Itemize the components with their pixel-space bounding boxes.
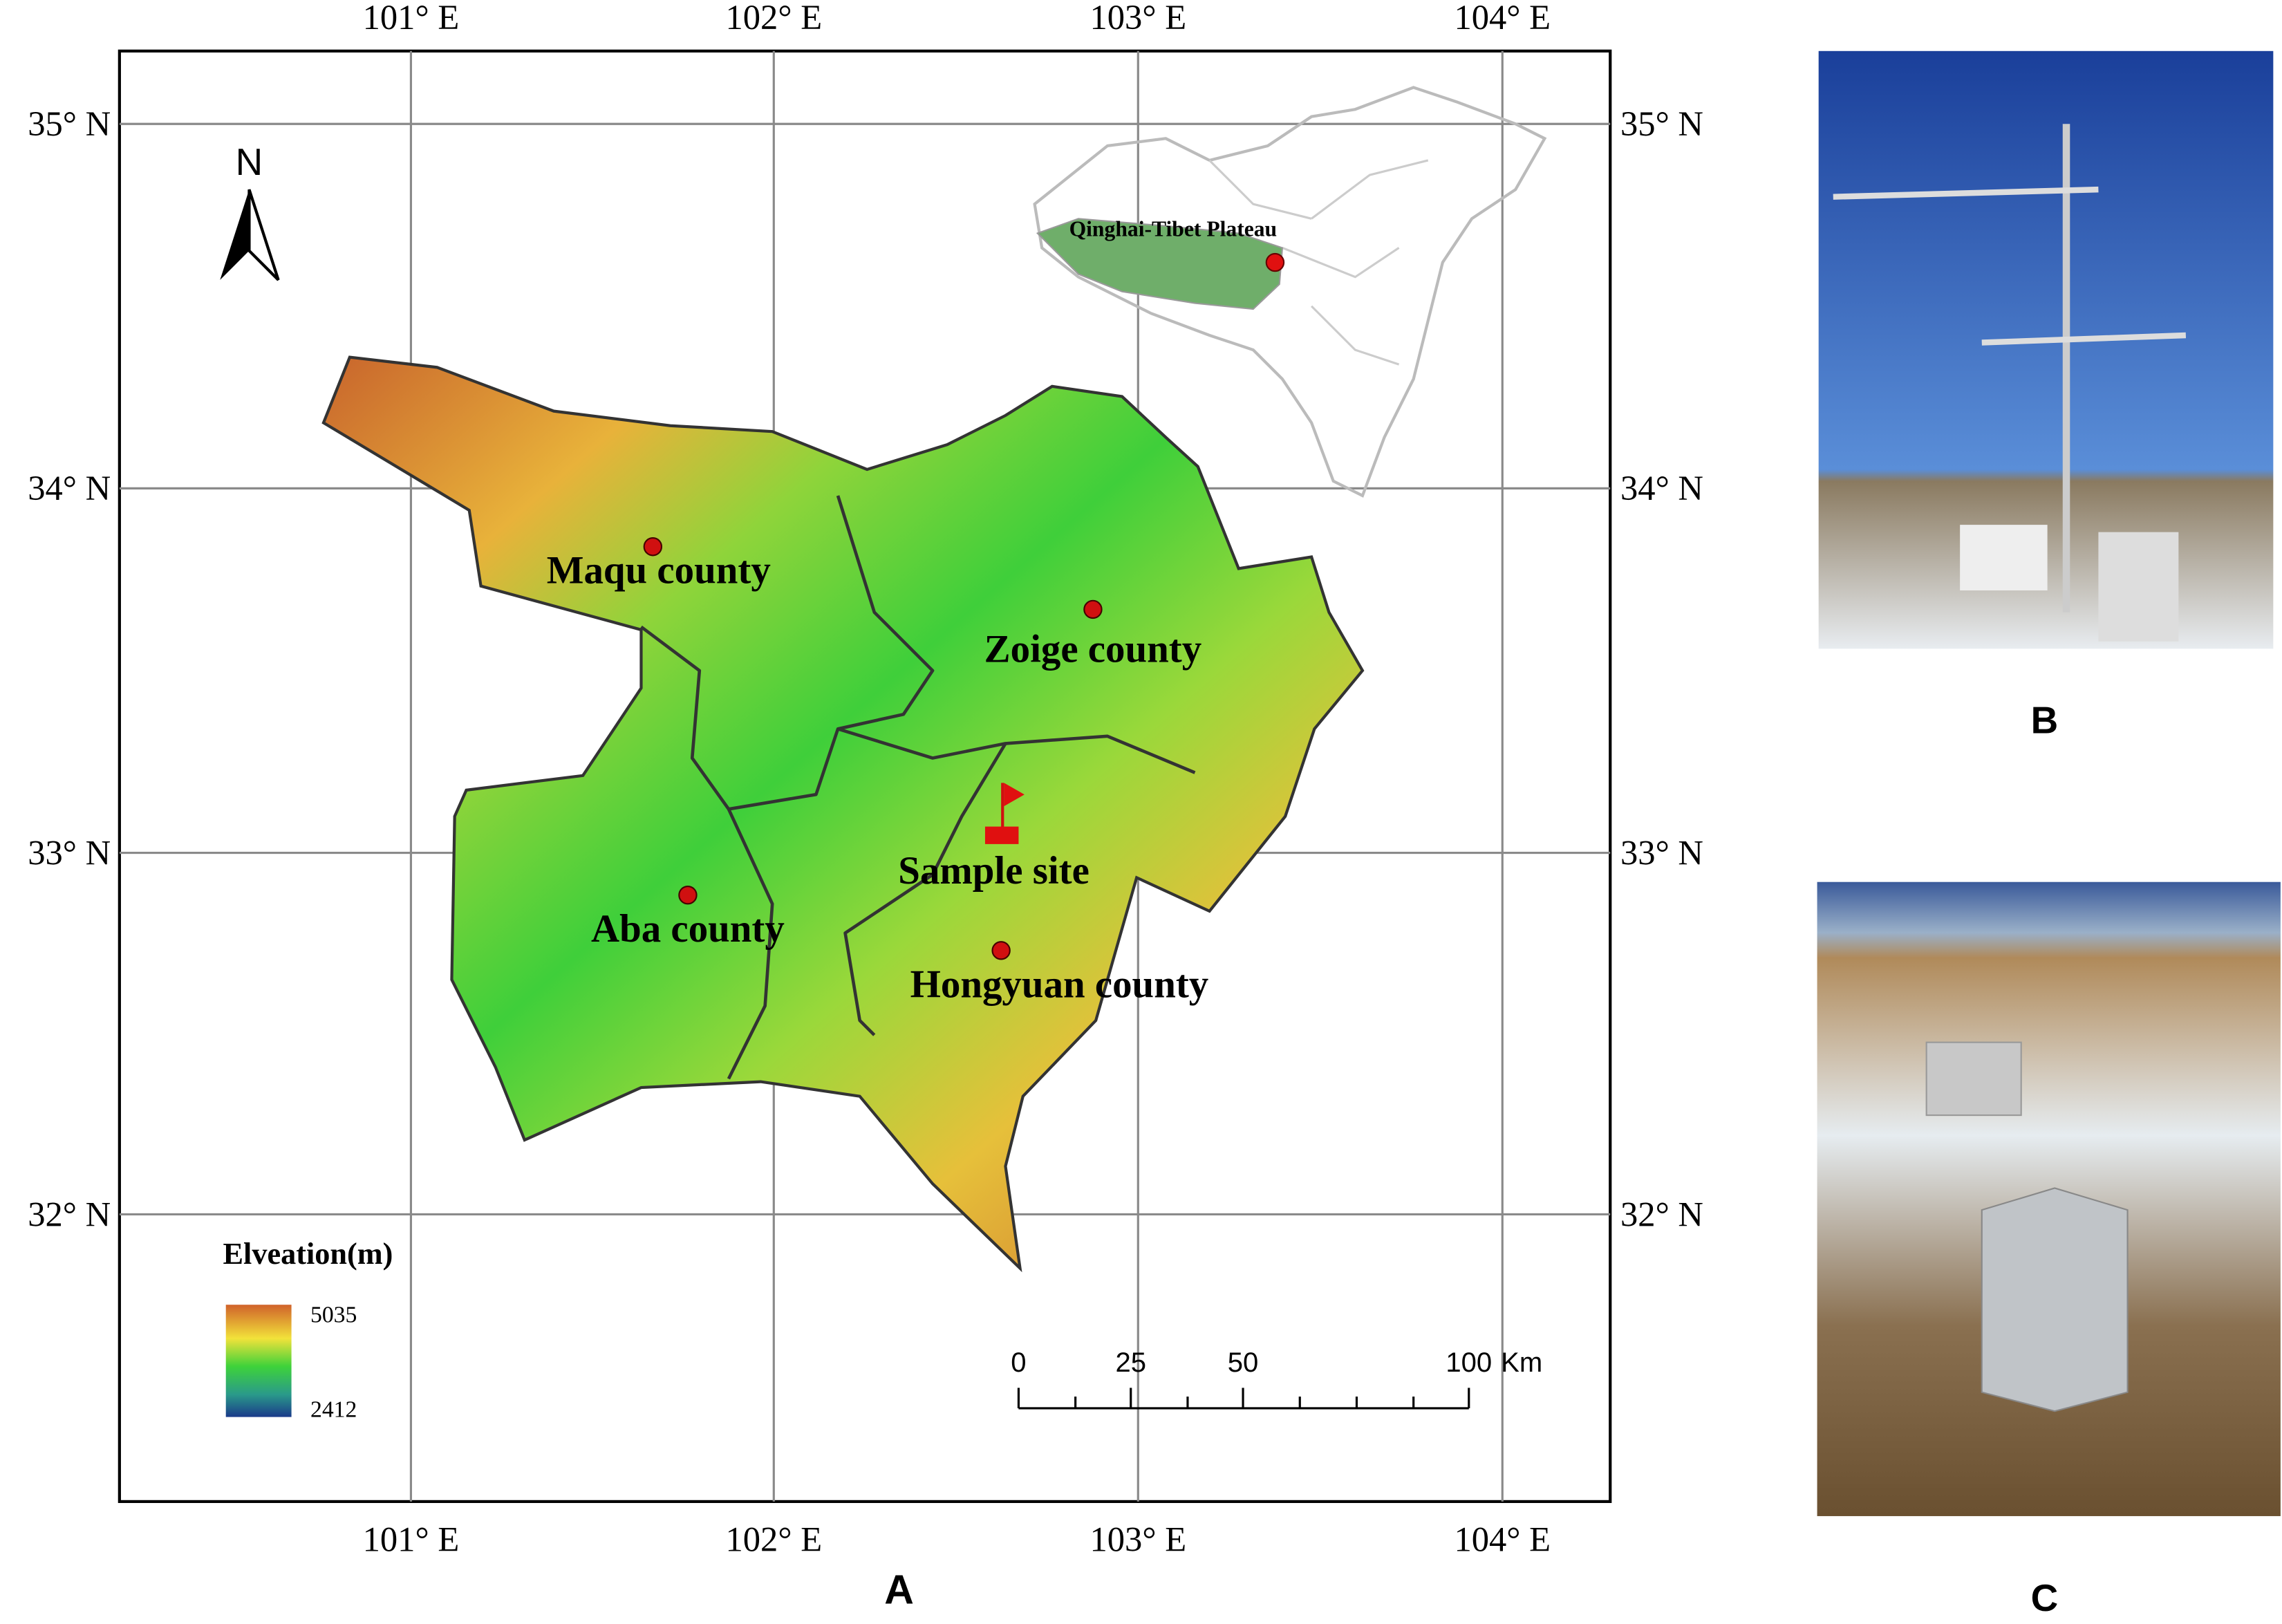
county-boundary [843, 743, 1007, 1036]
coordinate-labels: 101° E 102° E 103° E 104° E 101° E 102° … [28, 0, 1703, 1559]
lat-label: 34° N [28, 469, 111, 507]
province-lines [1208, 159, 1429, 366]
legend-min: 2412 [310, 1397, 357, 1423]
box [1960, 525, 2048, 590]
lon-label: 101° E [363, 1520, 460, 1559]
lon-label: 104° E [1454, 0, 1551, 37]
sample-site-label: Sample site [898, 849, 1089, 893]
scale-label: 100 [1446, 1347, 1492, 1378]
places: Maqu county Zoige county Aba county Hong… [547, 537, 1209, 1006]
lon-label: 103° E [1089, 1520, 1186, 1559]
panel-label: A [884, 1567, 914, 1612]
country-outline [1033, 86, 1547, 498]
scale-label: 25 [1115, 1347, 1146, 1378]
place-label: Aba county [591, 907, 785, 951]
lon-label: 102° E [725, 1520, 822, 1559]
lat-label: 32° N [1620, 1195, 1703, 1233]
lon-label: 104° E [1454, 1520, 1551, 1559]
lat-label: 34° N [1620, 469, 1703, 507]
panel-label: C [2031, 1576, 2059, 1619]
arrow-half [247, 189, 280, 281]
legend-title: Elveation(m) [223, 1237, 393, 1271]
legend-max: 5035 [310, 1303, 357, 1328]
place-dot [678, 885, 698, 905]
lat-label: 32° N [28, 1195, 111, 1233]
scale-label: 50 [1228, 1347, 1259, 1378]
place-dot [643, 537, 663, 557]
box [1981, 1187, 2129, 1412]
boom [1833, 186, 2099, 200]
lat-label: 35° N [1620, 104, 1703, 143]
place-label: Zoige county [984, 627, 1202, 671]
legend: Elveation(m) 5035 2412 [223, 1237, 393, 1422]
place-label: Hongyuan county [910, 962, 1209, 1006]
lat-label: 33° N [1620, 833, 1703, 872]
lon-label: 101° E [363, 0, 460, 37]
box [2098, 532, 2179, 642]
photo-b [1818, 50, 2274, 649]
sample-flag [984, 783, 1025, 844]
panel-label: B [2031, 699, 2059, 742]
region-fill [321, 355, 1365, 1273]
flag [1004, 783, 1025, 807]
scale-unit: Km [1501, 1347, 1542, 1378]
box [1925, 1041, 2022, 1117]
site-dot [1265, 252, 1285, 272]
place-dot [1083, 599, 1103, 619]
lon-label: 102° E [725, 0, 822, 37]
place-dot [991, 941, 1011, 960]
scale-bar: 0 25 50 100 Km [1011, 1347, 1542, 1410]
plateau-area [1036, 218, 1284, 310]
north-label: N [236, 140, 263, 183]
boom [1981, 332, 2187, 346]
photo-c [1817, 881, 2281, 1516]
lat-label: 33° N [28, 833, 111, 872]
scale-label: 0 [1011, 1347, 1026, 1378]
lat-label: 35° N [28, 104, 111, 143]
place-label: Maqu county [547, 548, 771, 592]
inset-label: Qinghai-Tibet Plateau [1069, 217, 1278, 241]
study-region [321, 355, 1365, 1273]
flag-base [984, 826, 1019, 844]
inset-map: Qinghai-Tibet Plateau [1033, 86, 1547, 498]
lon-label: 103° E [1089, 0, 1186, 37]
legend-ramp [225, 1305, 292, 1417]
county-boundary [640, 495, 935, 811]
county-boundary [727, 808, 774, 1080]
